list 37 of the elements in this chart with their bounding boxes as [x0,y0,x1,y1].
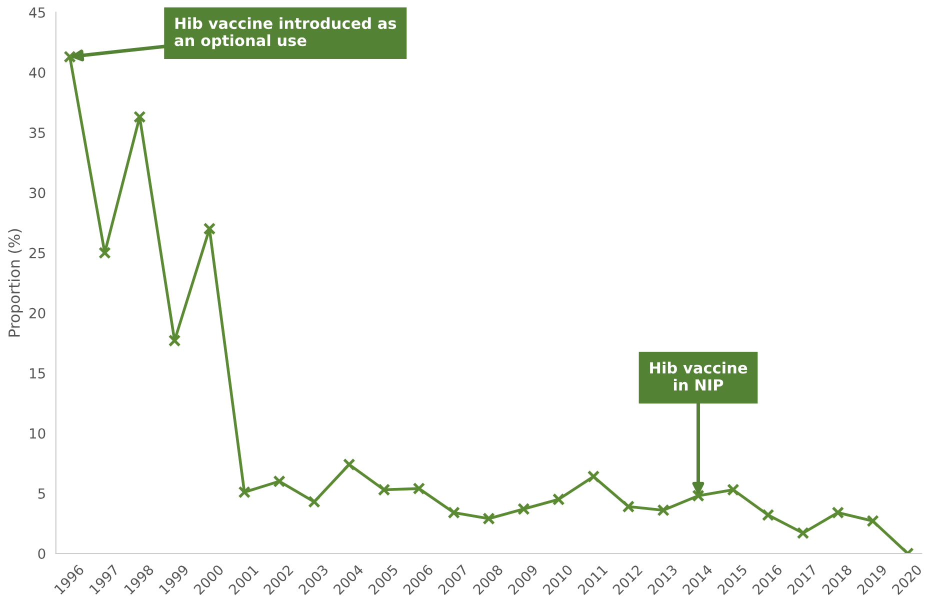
y-tick-label: 15 [30,368,45,379]
point [168,334,181,347]
y-tick-label: 5 [38,488,45,499]
y-tick-label: 0 [38,548,46,559]
point [412,482,426,495]
y-tick-label: 20 [29,308,46,318]
y-tick-label: 30 [30,188,46,198]
point [238,486,251,498]
y-tick-label: 10 [30,428,46,439]
point [448,506,460,519]
point [692,490,704,502]
point [552,493,565,506]
y-tick-label: 40 [29,67,46,78]
point [378,484,390,496]
point [796,526,810,540]
point [657,504,670,516]
y-tick-label: 35 [30,128,45,138]
point [133,110,146,124]
point [762,508,774,522]
point [866,514,880,528]
y-tick-label: 25 [29,248,45,258]
point [587,470,600,483]
point [832,506,844,519]
point [64,50,76,64]
y-axis-title: Proportion (%) [8,229,23,336]
annotation: Hib vaccine introduced as an optional use [174,17,396,50]
point [622,500,635,513]
point [726,484,740,496]
point [517,502,530,516]
point [342,458,356,471]
point [98,246,111,260]
point [308,496,320,508]
point [482,512,496,525]
point [273,475,286,488]
point [203,222,216,236]
y-tick-label: 45 [29,7,45,18]
annotation: Hib vaccine in NIP [650,362,748,390]
